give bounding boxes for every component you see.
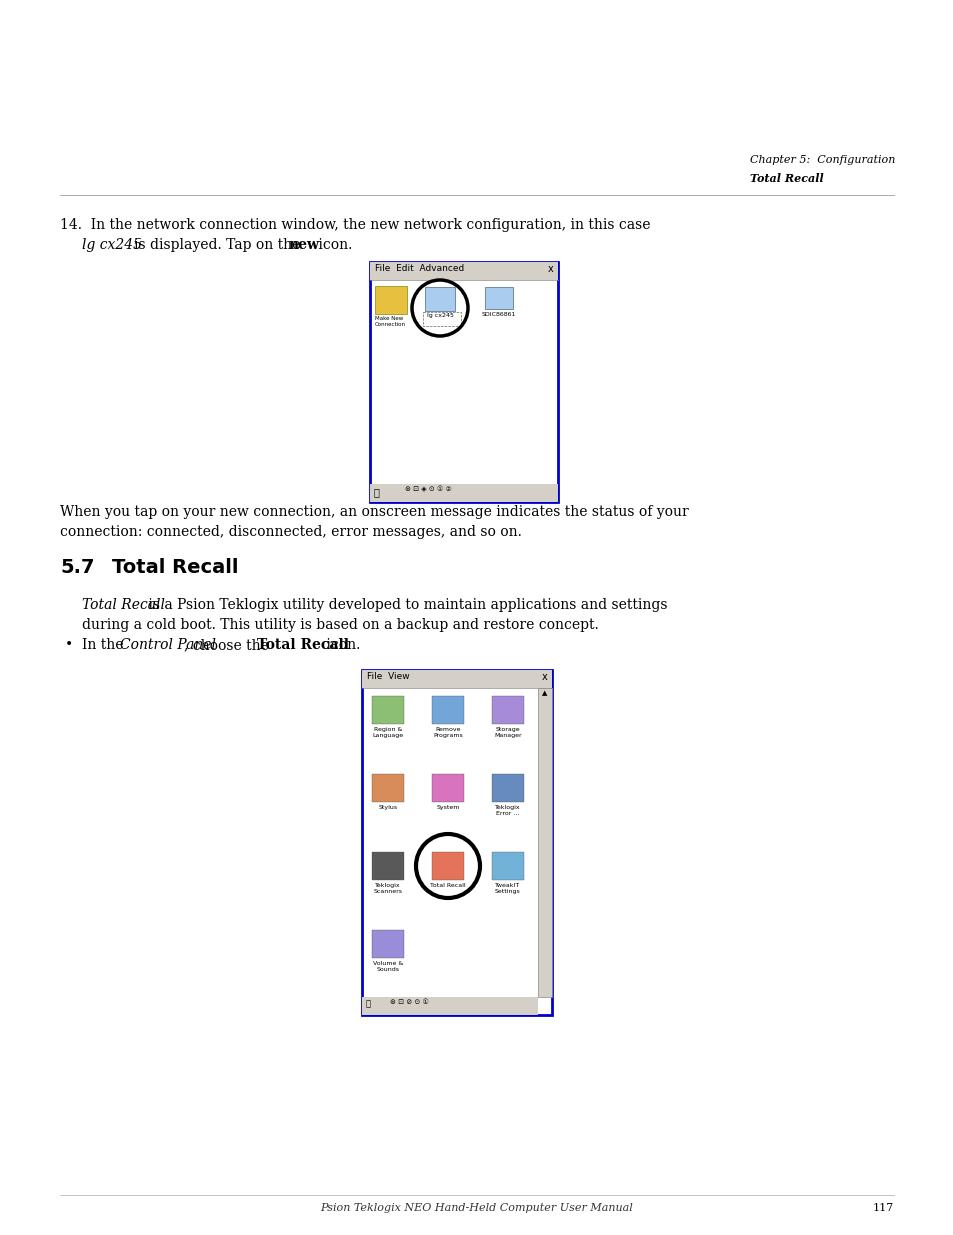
Text: connection: connected, disconnected, error messages, and so on.: connection: connected, disconnected, err… — [60, 525, 521, 538]
Text: icon.: icon. — [314, 238, 352, 252]
Text: x: x — [547, 264, 553, 274]
Text: is a Psion Teklogix utility developed to maintain applications and settings: is a Psion Teklogix utility developed to… — [144, 598, 667, 613]
Text: Make New
Connection: Make New Connection — [375, 316, 406, 327]
Text: System: System — [436, 805, 459, 810]
Text: Total Recall: Total Recall — [82, 598, 165, 613]
Text: TweakIT
Settings: TweakIT Settings — [495, 883, 520, 894]
Bar — [372, 697, 403, 724]
Text: x: x — [540, 672, 546, 682]
Bar — [372, 852, 403, 881]
Bar — [492, 852, 523, 881]
Bar — [370, 484, 558, 501]
Text: Control Panel: Control Panel — [120, 638, 215, 652]
Text: icon.: icon. — [322, 638, 360, 652]
Text: 🏁: 🏁 — [366, 999, 371, 1008]
Text: When you tap on your new connection, an onscreen message indicates the status of: When you tap on your new connection, an … — [60, 505, 688, 519]
Text: Stylus: Stylus — [378, 805, 397, 810]
Bar — [370, 262, 558, 501]
Text: Total Recall: Total Recall — [430, 883, 465, 888]
Bar — [537, 688, 552, 997]
FancyBboxPatch shape — [484, 287, 513, 309]
Bar — [492, 697, 523, 724]
Text: Total Recall: Total Recall — [112, 558, 238, 577]
Text: Remove
Programs: Remove Programs — [433, 727, 462, 737]
Bar — [372, 774, 403, 802]
Bar — [422, 312, 460, 326]
Text: SDIC86861: SDIC86861 — [481, 312, 516, 317]
Text: lg cx245: lg cx245 — [426, 312, 453, 317]
Text: 14.  In the network connection window, the new network configuration, in this ca: 14. In the network connection window, th… — [60, 219, 650, 232]
Text: In the: In the — [82, 638, 128, 652]
Text: Teklogix
Error ...: Teklogix Error ... — [495, 805, 520, 816]
Text: lg cx245: lg cx245 — [82, 238, 142, 252]
Text: ⊛ ⊡ ◈ ⊙ ① ②: ⊛ ⊡ ◈ ⊙ ① ② — [405, 487, 452, 493]
Bar — [361, 997, 537, 1015]
Text: Total Recall: Total Recall — [749, 173, 822, 184]
Text: , choose the: , choose the — [184, 638, 273, 652]
Text: Teklogix
Scanners: Teklogix Scanners — [374, 883, 402, 894]
Text: new: new — [289, 238, 319, 252]
Text: Total Recall: Total Recall — [256, 638, 349, 652]
Text: Storage
Manager: Storage Manager — [494, 727, 521, 737]
Bar — [375, 287, 407, 314]
Bar — [361, 671, 552, 1015]
Bar — [370, 262, 558, 280]
Bar — [492, 774, 523, 802]
Text: File  Edit  Advanced: File Edit Advanced — [375, 264, 464, 273]
Bar — [372, 930, 403, 958]
Text: Chapter 5:  Configuration: Chapter 5: Configuration — [749, 156, 895, 165]
Text: 117: 117 — [872, 1203, 893, 1213]
Text: File  View: File View — [367, 672, 409, 680]
Text: Region &
Language: Region & Language — [372, 727, 403, 737]
Text: ▲: ▲ — [541, 690, 547, 697]
Text: during a cold boot. This utility is based on a backup and restore concept.: during a cold boot. This utility is base… — [82, 618, 598, 632]
Bar — [432, 697, 463, 724]
Bar — [361, 671, 552, 688]
Bar — [432, 774, 463, 802]
Text: 5.7: 5.7 — [60, 558, 94, 577]
Text: Psion Teklogix NEO Hand-Held Computer User Manual: Psion Teklogix NEO Hand-Held Computer Us… — [320, 1203, 633, 1213]
Bar — [432, 852, 463, 881]
Text: ⊛ ⊡ ⊘ ⊙ ①: ⊛ ⊡ ⊘ ⊙ ① — [390, 999, 428, 1005]
FancyBboxPatch shape — [424, 287, 455, 311]
Text: Volume &
Sounds: Volume & Sounds — [373, 961, 403, 972]
Text: is displayed. Tap on the: is displayed. Tap on the — [133, 238, 304, 252]
Text: •: • — [65, 638, 73, 652]
Text: 🏁: 🏁 — [374, 487, 379, 496]
